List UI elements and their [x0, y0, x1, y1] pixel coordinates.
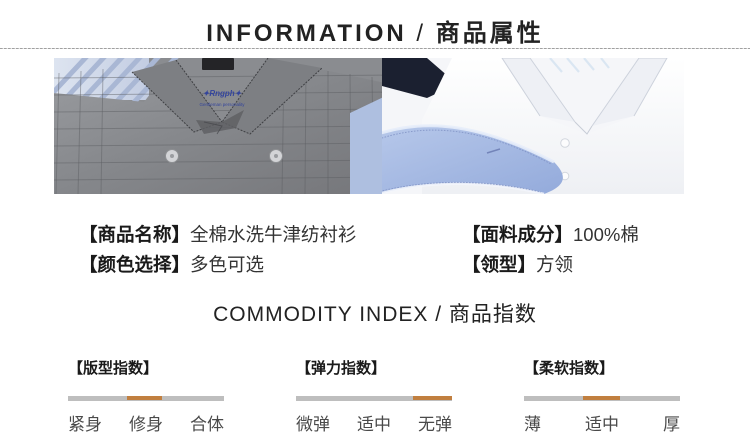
svg-text:Gentleman personality: Gentleman personality — [199, 102, 245, 107]
svg-text:✦Rngph✦: ✦Rngph✦ — [203, 89, 243, 98]
